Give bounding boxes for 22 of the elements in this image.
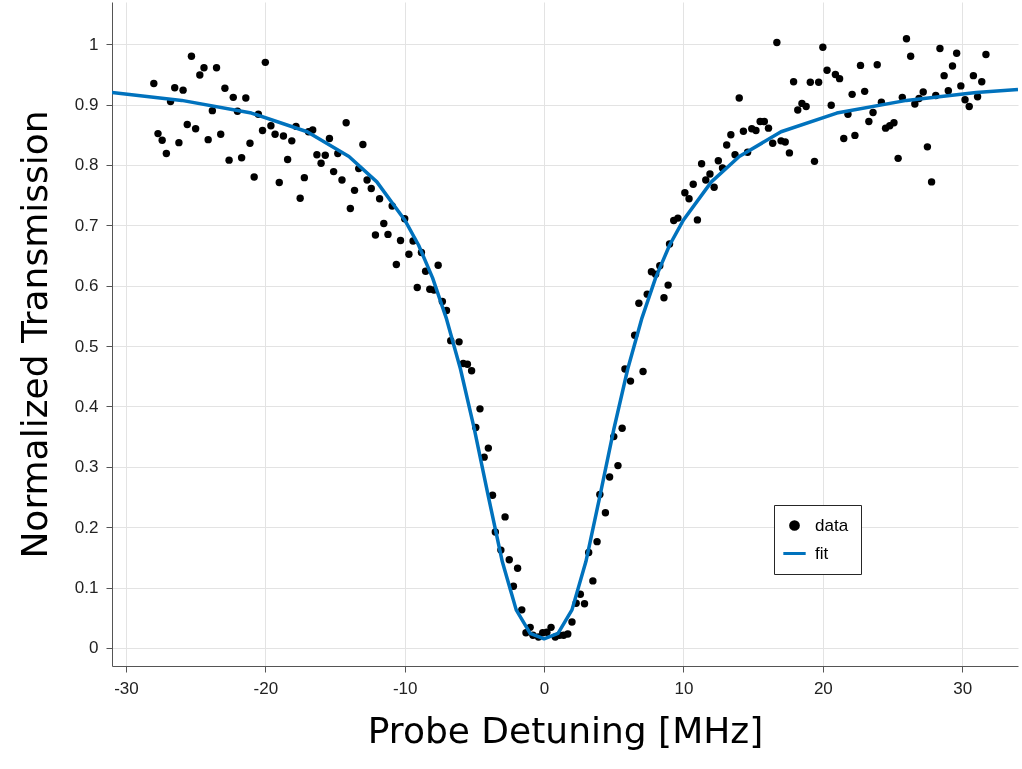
x-tick-label: -30 — [114, 678, 139, 698]
legend-label: fit — [815, 543, 829, 563]
y-tick-label: 0.5 — [74, 336, 99, 356]
x-tick-label: 0 — [539, 678, 550, 698]
y-tick-label: 0.1 — [74, 578, 99, 598]
x-axis-title: Probe Detuning [MHz] — [367, 709, 764, 751]
x-tick-label: 20 — [813, 678, 833, 698]
y-tick-label: 0 — [89, 638, 99, 658]
x-tick-label: 10 — [674, 678, 694, 698]
legend-label: data — [815, 515, 849, 535]
x-tick-label: -10 — [392, 678, 418, 698]
y-tick-label: 0.8 — [74, 155, 99, 175]
y-tick-label: 0.4 — [74, 396, 99, 416]
y-tick-label: 0.2 — [74, 517, 99, 537]
y-tick-label: 0.3 — [74, 457, 99, 477]
y-tick-label: 1 — [89, 34, 99, 54]
y-axis-title: Normalized Transmission — [13, 110, 55, 559]
x-tick-label: -20 — [253, 678, 279, 698]
x-tick-label: 30 — [953, 678, 973, 698]
y-tick-label: 0.7 — [74, 215, 99, 235]
y-tick-label: 0.9 — [74, 95, 99, 115]
y-tick-label: 0.6 — [74, 276, 99, 296]
